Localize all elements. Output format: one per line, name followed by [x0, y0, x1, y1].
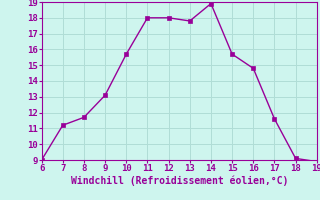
X-axis label: Windchill (Refroidissement éolien,°C): Windchill (Refroidissement éolien,°C)	[70, 176, 288, 186]
